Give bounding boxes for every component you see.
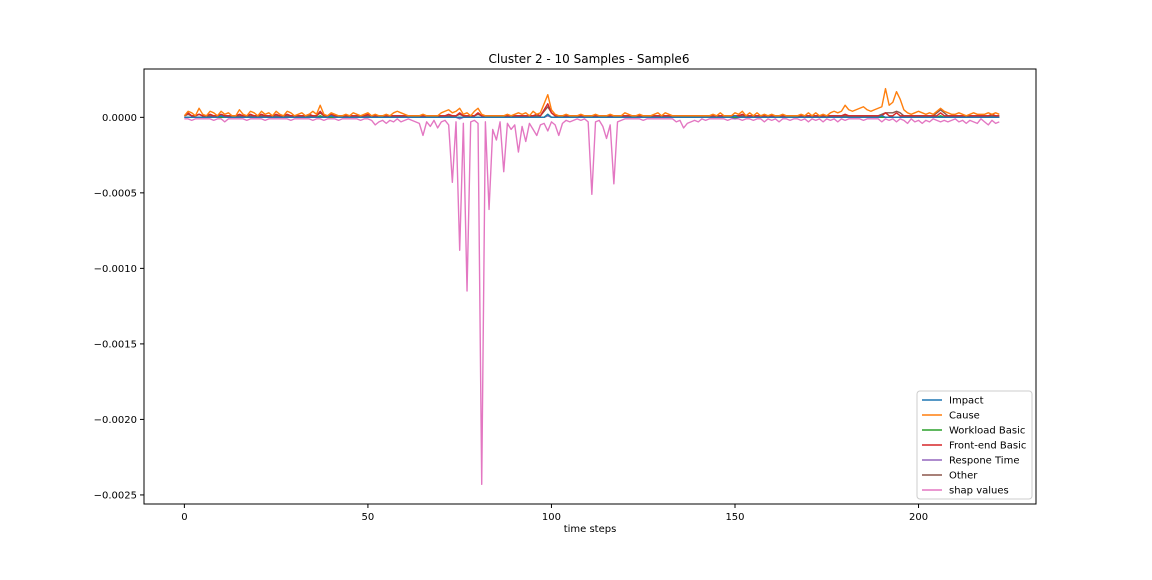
legend-entry-label: shap values (949, 486, 1009, 497)
plot-frame (143, 68, 1037, 505)
x-axis-label: time steps (564, 524, 617, 535)
series-line-shap-values (184, 118, 1000, 486)
y-axis: 0.0000 −0.0005 −0.0010 −0.0015 −0.0020 −0.002… (94, 113, 144, 501)
series-line-impact (184, 113, 1000, 119)
legend-entry-label: Other (949, 471, 978, 482)
y-tick-label: −0.0015 (94, 339, 137, 350)
legend-box (916, 390, 1033, 500)
y-tick-label: 0.0000 (102, 113, 137, 124)
x-tick-label: 150 (725, 512, 744, 523)
legend-entry-label: Cause (949, 411, 980, 422)
legend-entry-label: Workload Basic (949, 426, 1025, 437)
x-tick-label: 100 (542, 512, 561, 523)
y-tick-label: −0.0005 (94, 188, 137, 199)
x-tick-label: 50 (362, 512, 375, 523)
x-axis: 0 50 100 150 200 (181, 504, 928, 523)
legend-entry-label: Impact (949, 396, 984, 407)
chart-title: Cluster 2 - 10 Samples - Sample6 (489, 52, 690, 66)
y-tick-label: −0.0010 (94, 264, 137, 275)
legend-entry-label: Front-end Basic (949, 441, 1026, 452)
y-tick-label: −0.0020 (94, 415, 137, 426)
series-line-cause (183, 87, 1000, 117)
series-layer (183, 87, 1000, 486)
y-tick-label: −0.0025 (94, 490, 137, 501)
legend: Impact Cause Workload Basic Front-end Basic… (916, 390, 1033, 500)
x-tick-label: 200 (909, 512, 928, 523)
legend-entry-label: Respone Time (949, 456, 1019, 467)
x-tick-label: 0 (181, 512, 187, 523)
